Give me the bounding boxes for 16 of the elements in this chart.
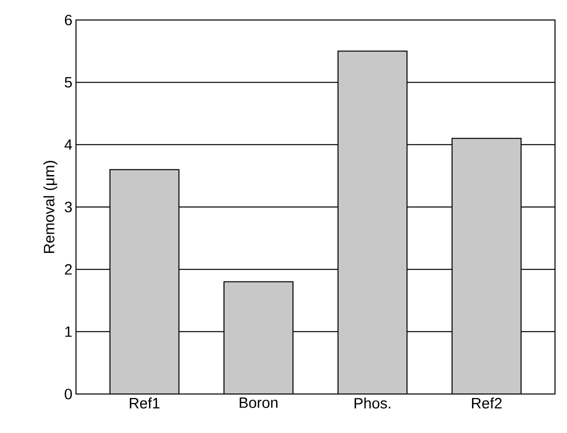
y-tick-label: 3	[64, 202, 72, 212]
y-tick-label: 6	[64, 14, 72, 26]
x-tick-label: Phos.	[354, 398, 390, 408]
y-axis-title: Removal (μm)	[43, 160, 58, 253]
y-tick-label: 5	[64, 77, 72, 88]
y-tick-label: 0	[64, 388, 72, 400]
y-tick-label: 2	[64, 264, 72, 275]
x-tick-label: Ref2	[472, 398, 502, 408]
x-tick-label: Ref1	[130, 398, 160, 408]
y-tick-label: 4	[64, 140, 72, 150]
x-tick-label: Boron	[240, 398, 278, 408]
bar	[338, 50, 408, 394]
bar	[109, 169, 180, 394]
y-tick-label: 1	[65, 326, 72, 337]
bar	[223, 281, 294, 394]
bar	[452, 138, 522, 394]
